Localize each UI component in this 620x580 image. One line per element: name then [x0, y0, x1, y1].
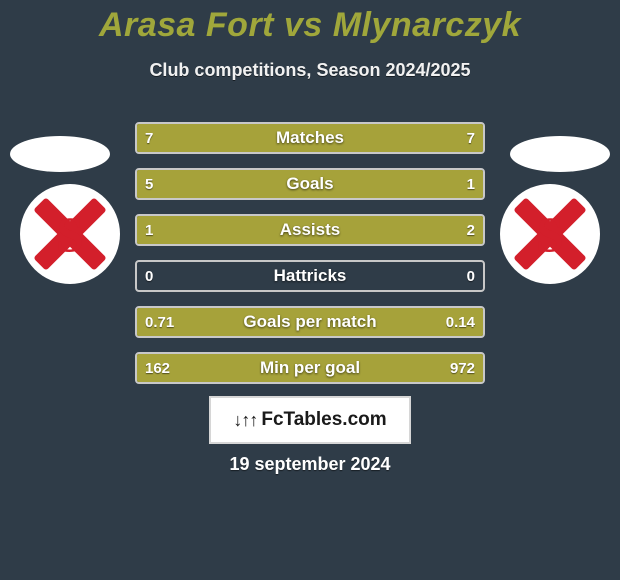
- bar-value-right: 0.14: [438, 308, 483, 336]
- stat-row: 77Matches: [135, 122, 485, 154]
- stat-row: 51Goals: [135, 168, 485, 200]
- bar-value-left: 162: [137, 354, 178, 382]
- bar-value-left: 1: [137, 216, 161, 244]
- stat-bars: 77Matches51Goals12Assists00Hattricks0.71…: [135, 122, 485, 398]
- bar-label: Hattricks: [137, 262, 483, 290]
- brand-spark-icon: ↓↑↑: [233, 410, 257, 431]
- stat-row: 0.710.14Goals per match: [135, 306, 485, 338]
- bar-value-right: 7: [459, 124, 483, 152]
- logo-letter: S: [536, 205, 564, 263]
- player-marker-left: [10, 136, 110, 172]
- bar-fill-left: [137, 170, 403, 198]
- brand-text: FcTables.com: [261, 409, 386, 431]
- brand-badge: ↓↑↑ FcTables.com: [209, 396, 411, 444]
- player-marker-right: [510, 136, 610, 172]
- club-logo-right: S: [500, 184, 600, 284]
- logo-letter: S: [56, 205, 84, 263]
- bar-value-left: 0.71: [137, 308, 182, 336]
- subtitle: Club competitions, Season 2024/2025: [0, 60, 620, 81]
- bar-value-left: 5: [137, 170, 161, 198]
- bar-fill-right: [310, 124, 483, 152]
- date-text: 19 september 2024: [0, 454, 620, 475]
- bar-value-right: 1: [459, 170, 483, 198]
- bar-value-left: 0: [137, 262, 161, 290]
- title: Arasa Fort vs Mlynarczyk: [0, 6, 620, 45]
- stat-row: 162972Min per goal: [135, 352, 485, 384]
- bar-value-right: 972: [442, 354, 483, 382]
- comparison-infographic: Arasa Fort vs Mlynarczyk Club competitio…: [0, 0, 620, 580]
- stat-row: 12Assists: [135, 214, 485, 246]
- bar-fill-right: [241, 216, 483, 244]
- bar-value-left: 7: [137, 124, 161, 152]
- club-logo-left: S: [20, 184, 120, 284]
- stat-row: 0 0Hattricks: [135, 260, 485, 292]
- bar-value-right: 2: [459, 216, 483, 244]
- bar-value-right: 0: [459, 262, 483, 290]
- bar-fill-left: [137, 124, 310, 152]
